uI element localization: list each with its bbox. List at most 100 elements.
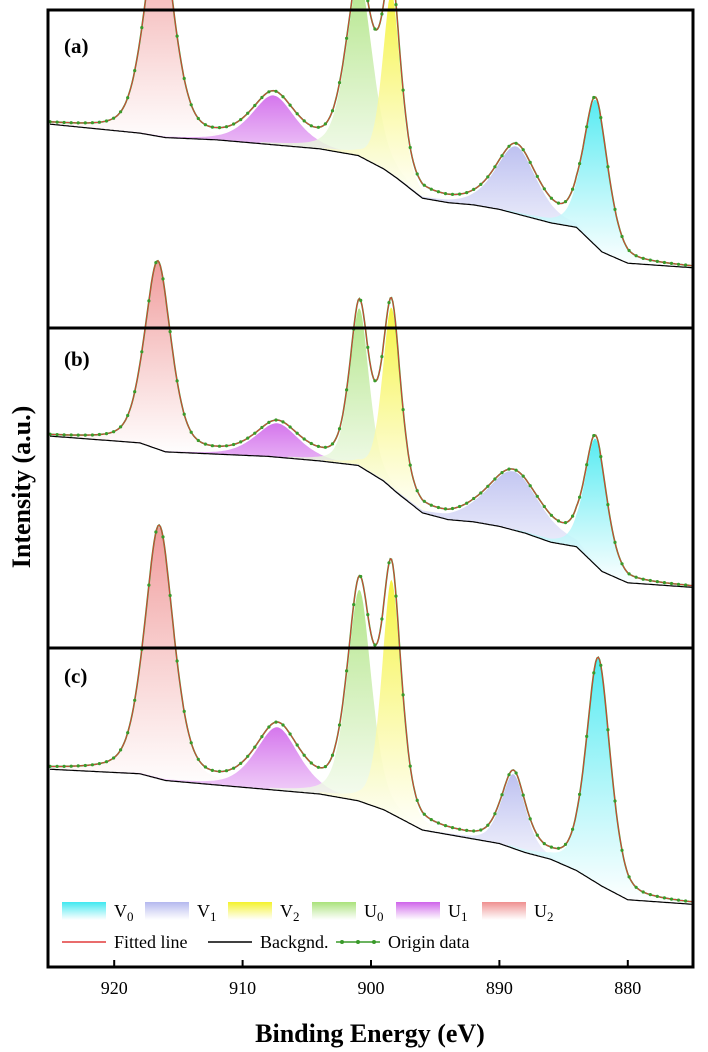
origin-data-point [578,495,582,499]
origin-data-point [479,182,483,186]
origin-data-point [224,769,229,773]
origin-data-point [500,793,504,797]
origin-data-point [62,433,66,437]
peak-u1 [115,423,438,517]
origin-data-point [175,34,179,38]
origin-data-point [330,753,335,757]
origin-data-point [380,355,384,359]
origin-data-point [542,842,546,846]
origin-data-point [345,388,349,392]
origin-data-point [563,842,568,847]
origin-data-point [161,277,165,281]
origin-data-point [620,234,624,239]
origin-data-point [359,298,363,302]
origin-data-point [401,693,405,697]
origin-data-point [655,580,659,584]
origin-data-point [267,420,271,424]
origin-data-point [493,812,497,816]
origin-data-point [669,581,674,586]
origin-data-point [634,885,638,889]
peak-v0 [505,99,685,268]
origin-data-point [90,763,94,767]
legend-label-v2: V2 [280,901,300,924]
x-tick-label: 920 [101,978,128,998]
origin-data-point [486,823,490,827]
peak-u1 [115,727,438,833]
origin-data-point [232,122,236,126]
fitted-line [49,260,693,587]
origin-data-point [246,111,250,115]
origin-data-point [69,121,73,125]
origin-data-point [97,432,101,437]
origin-data-point [556,846,561,850]
peak-v2 [324,307,458,521]
origin-data-point [542,187,546,191]
origin-data-point [549,845,554,849]
origin-data-point [260,735,264,739]
origin-data-point [429,818,433,822]
origin-data-point [408,463,412,467]
origin-data-point [83,121,87,125]
origin-data-point [535,833,539,837]
origin-data-point [465,191,469,195]
origin-data-point [514,141,518,145]
origin-data-point [585,463,589,467]
origin-data-point [500,471,504,475]
origin-data-point [83,433,87,437]
x-tick-label: 910 [229,978,256,998]
origin-data-point [472,496,476,501]
origin-data-point [592,95,596,100]
origin-data-point [599,455,603,459]
peak-u2 [51,526,266,790]
origin-data-point [295,431,299,435]
origin-data-point [288,732,292,736]
legend-swatch-u2 [482,902,526,920]
origin-data-point [55,120,59,124]
origin-data-point [302,119,306,123]
origin-data-point [521,474,525,478]
origin-data-point [97,762,101,766]
origin-data-point [613,207,617,211]
origin-data-point [655,259,659,263]
peak-u0 [287,308,431,515]
origin-data-point [154,261,158,265]
origin-data-point [337,427,342,431]
origin-data-point [436,190,440,194]
origin-data-point [253,745,257,749]
origin-data-point [175,659,179,663]
peak-v0 [508,658,687,904]
origin-data-point [465,501,469,505]
origin-data-point [669,261,674,265]
origin-data-point [676,898,681,902]
origin-data-point [140,26,144,30]
origin-data-point [535,494,539,498]
origin-data-point [620,562,624,566]
origin-data-point [662,896,667,900]
origin-data-point [133,390,137,394]
origin-data-point [274,89,278,93]
origin-data-point [119,748,123,752]
origin-data-point [69,764,73,768]
origin-data-point [203,123,207,127]
origin-data-point [119,110,123,114]
origin-data-point [323,122,327,126]
origin-data-point [450,826,455,830]
origin-data-point [288,425,292,429]
origin-data-point [627,248,631,253]
origin-data-point [189,103,193,107]
x-axis-title: Binding Energy (eV) [255,1019,485,1048]
legend-line-label-1: Backgnd. [260,932,328,952]
origin-data-point [655,894,659,899]
origin-data-point [182,709,186,714]
origin-data-point [323,765,327,769]
origin-data-point [684,899,688,903]
origin-data-point [224,444,229,448]
background-line [49,435,693,588]
origin-data-point [563,200,568,204]
panel-a [48,0,693,269]
peak-u1 [111,95,434,201]
origin-data-point [486,175,490,179]
origin-data-point [563,521,568,525]
origin-data-point [366,613,370,617]
